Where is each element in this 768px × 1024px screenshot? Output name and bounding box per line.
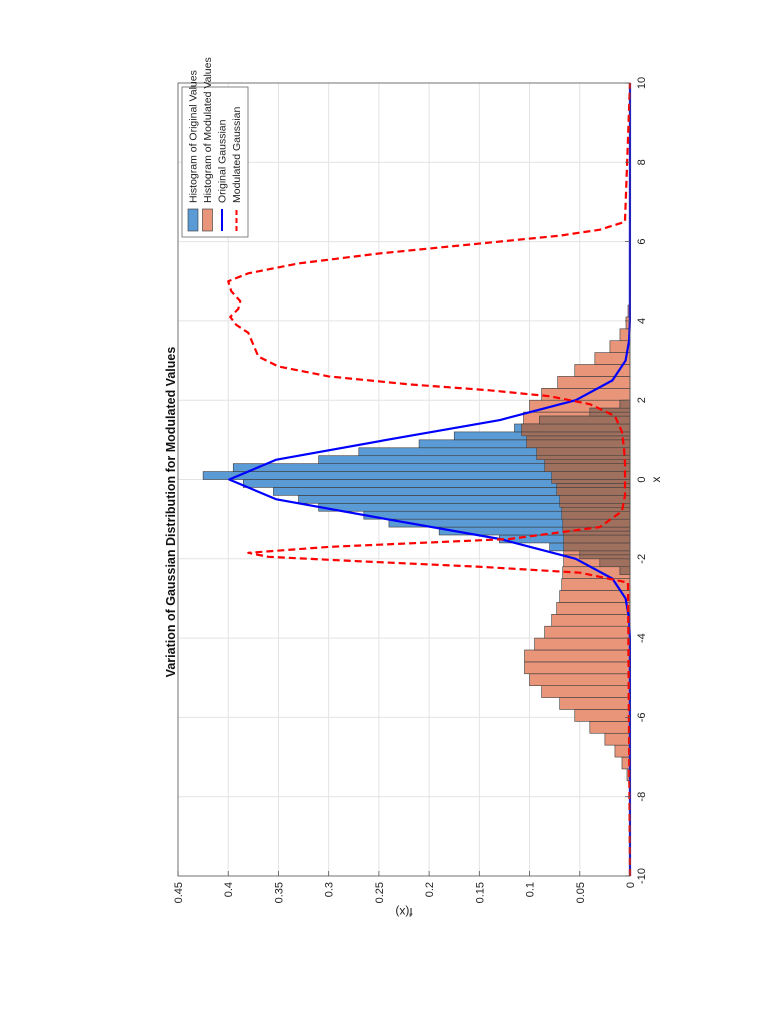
overlap-hist-bar (563, 542, 631, 552)
overlap-hist-bar (619, 399, 631, 409)
x-tick-label: 0 (636, 476, 648, 482)
overlap-hist-bar (599, 558, 631, 567)
modulated-hist-bar (614, 744, 631, 758)
x-tick-label: -4 (636, 633, 648, 643)
overlap-hist-bar (562, 518, 631, 528)
y-tick-label: 0.4 (223, 882, 235, 897)
x-tick-label: 10 (636, 77, 648, 89)
y-axis-label: f(x) (395, 905, 412, 919)
y-tick-label: 0.2 (424, 882, 436, 897)
modulated-hist-bar (544, 625, 631, 639)
x-axis-label: x (649, 477, 663, 483)
y-tick-label: 0.3 (324, 882, 336, 897)
overlap-hist-bar (579, 550, 631, 556)
y-axis: 0 0.05 0.1 0.15 0.2 0.25 0.3 0.35 0.4 0.45 (173, 871, 637, 903)
modulated-hist-bar (556, 602, 631, 615)
modulated-hist-bar (524, 649, 631, 663)
histogram-overlap (521, 399, 631, 575)
modulated-hist-bar (529, 673, 631, 686)
overlap-hist-bar (551, 471, 631, 480)
x-tick-label: -6 (636, 713, 648, 723)
x-tick-label: -2 (636, 554, 648, 564)
modulated-hist-bar (559, 590, 631, 603)
overlap-hist-bar (544, 463, 631, 472)
y-tick-label: 0 (625, 882, 637, 888)
overlap-hist-bar (526, 435, 631, 441)
overlap-hist-bar (536, 447, 631, 456)
overlap-hist-bar (556, 483, 631, 488)
overlap-hist-bar (619, 566, 631, 575)
y-tick-label: 0.35 (273, 882, 285, 903)
overlap-hist-bar (551, 479, 631, 484)
x-tick-label: -10 (636, 868, 648, 884)
x-tick-label: 4 (636, 318, 648, 324)
overlap-hist-bar (589, 407, 631, 413)
legend-entry-label: Original Gaussian (217, 119, 229, 203)
y-tick-label: 0.45 (173, 882, 185, 903)
overlap-hist-bar (579, 554, 631, 560)
legend-swatch (202, 208, 213, 232)
legend-swatch (187, 208, 199, 232)
overlap-hist-bar (559, 503, 631, 508)
overlap-hist-bar (526, 439, 631, 449)
overlap-hist-bar (559, 495, 631, 504)
modulated-hist-bar (551, 614, 631, 627)
x-tick-label: 6 (636, 239, 648, 245)
modulated-hist-bar (557, 376, 631, 389)
overlap-hist-bar (561, 510, 631, 520)
modulated-hist-bar (524, 661, 631, 675)
chart-title: Variation of Gaussian Distribution for M… (164, 347, 178, 678)
legend-box (181, 86, 249, 238)
modulated-hist-bar (574, 709, 631, 722)
x-tick-label: 2 (636, 397, 648, 403)
legend[interactable]: Histogram of Original Values Histogram of… (181, 57, 249, 238)
overlap-hist-bar (544, 459, 631, 464)
y-tick-label: 0.1 (525, 882, 537, 897)
overlap-hist-bar (563, 534, 631, 544)
x-tick-label: 8 (636, 159, 648, 165)
y-tick-label: 0.15 (474, 882, 486, 903)
modulated-hist-bar (589, 721, 631, 734)
overlap-hist-bar (521, 431, 631, 437)
x-axis: -10 -8 -6 -4 -2 0 2 4 6 8 10 (625, 77, 648, 884)
overlap-hist-bar (556, 487, 631, 496)
gaussian-curves (227, 82, 632, 877)
overlap-hist-bar (536, 455, 631, 460)
y-tick-label: 0.05 (575, 882, 587, 903)
modulated-hist-bar (541, 685, 631, 698)
legend-entry-label: Histogram of Modulated Values (202, 57, 214, 203)
modulated-hist-bar (534, 637, 631, 651)
modulated-hist-bar (559, 697, 631, 710)
overlap-hist-bar (521, 423, 631, 433)
legend-entry-label: Modulated Gaussian (231, 107, 243, 203)
modulated-gaussian-line (227, 82, 632, 877)
legend-entry-label: Histogram of Original Values (188, 70, 200, 203)
y-tick-label: 0.25 (374, 882, 386, 903)
modulated-hist-bar (604, 732, 631, 746)
overlap-hist-bar (561, 507, 631, 512)
original-gaussian-line (228, 82, 632, 877)
x-tick-label: -8 (636, 792, 648, 802)
